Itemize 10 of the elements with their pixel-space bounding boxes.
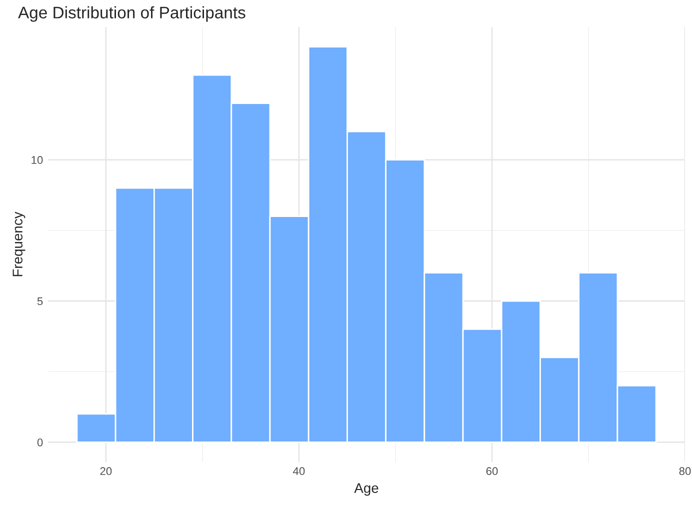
x-tick-label: 20 <box>100 467 112 476</box>
y-axis-title: Frequency <box>12 212 26 276</box>
x-tick-label: 60 <box>486 467 498 476</box>
y-tick-label: 0 <box>37 438 43 446</box>
chart-title: Age Distribution of Participants <box>18 6 246 22</box>
y-tick-label: 10 <box>32 156 43 164</box>
x-tick-label: 40 <box>293 467 305 476</box>
x-tick-label: 80 <box>679 467 691 476</box>
x-axis-title: Age <box>354 483 378 496</box>
y-tick-label: 5 <box>37 297 43 306</box>
